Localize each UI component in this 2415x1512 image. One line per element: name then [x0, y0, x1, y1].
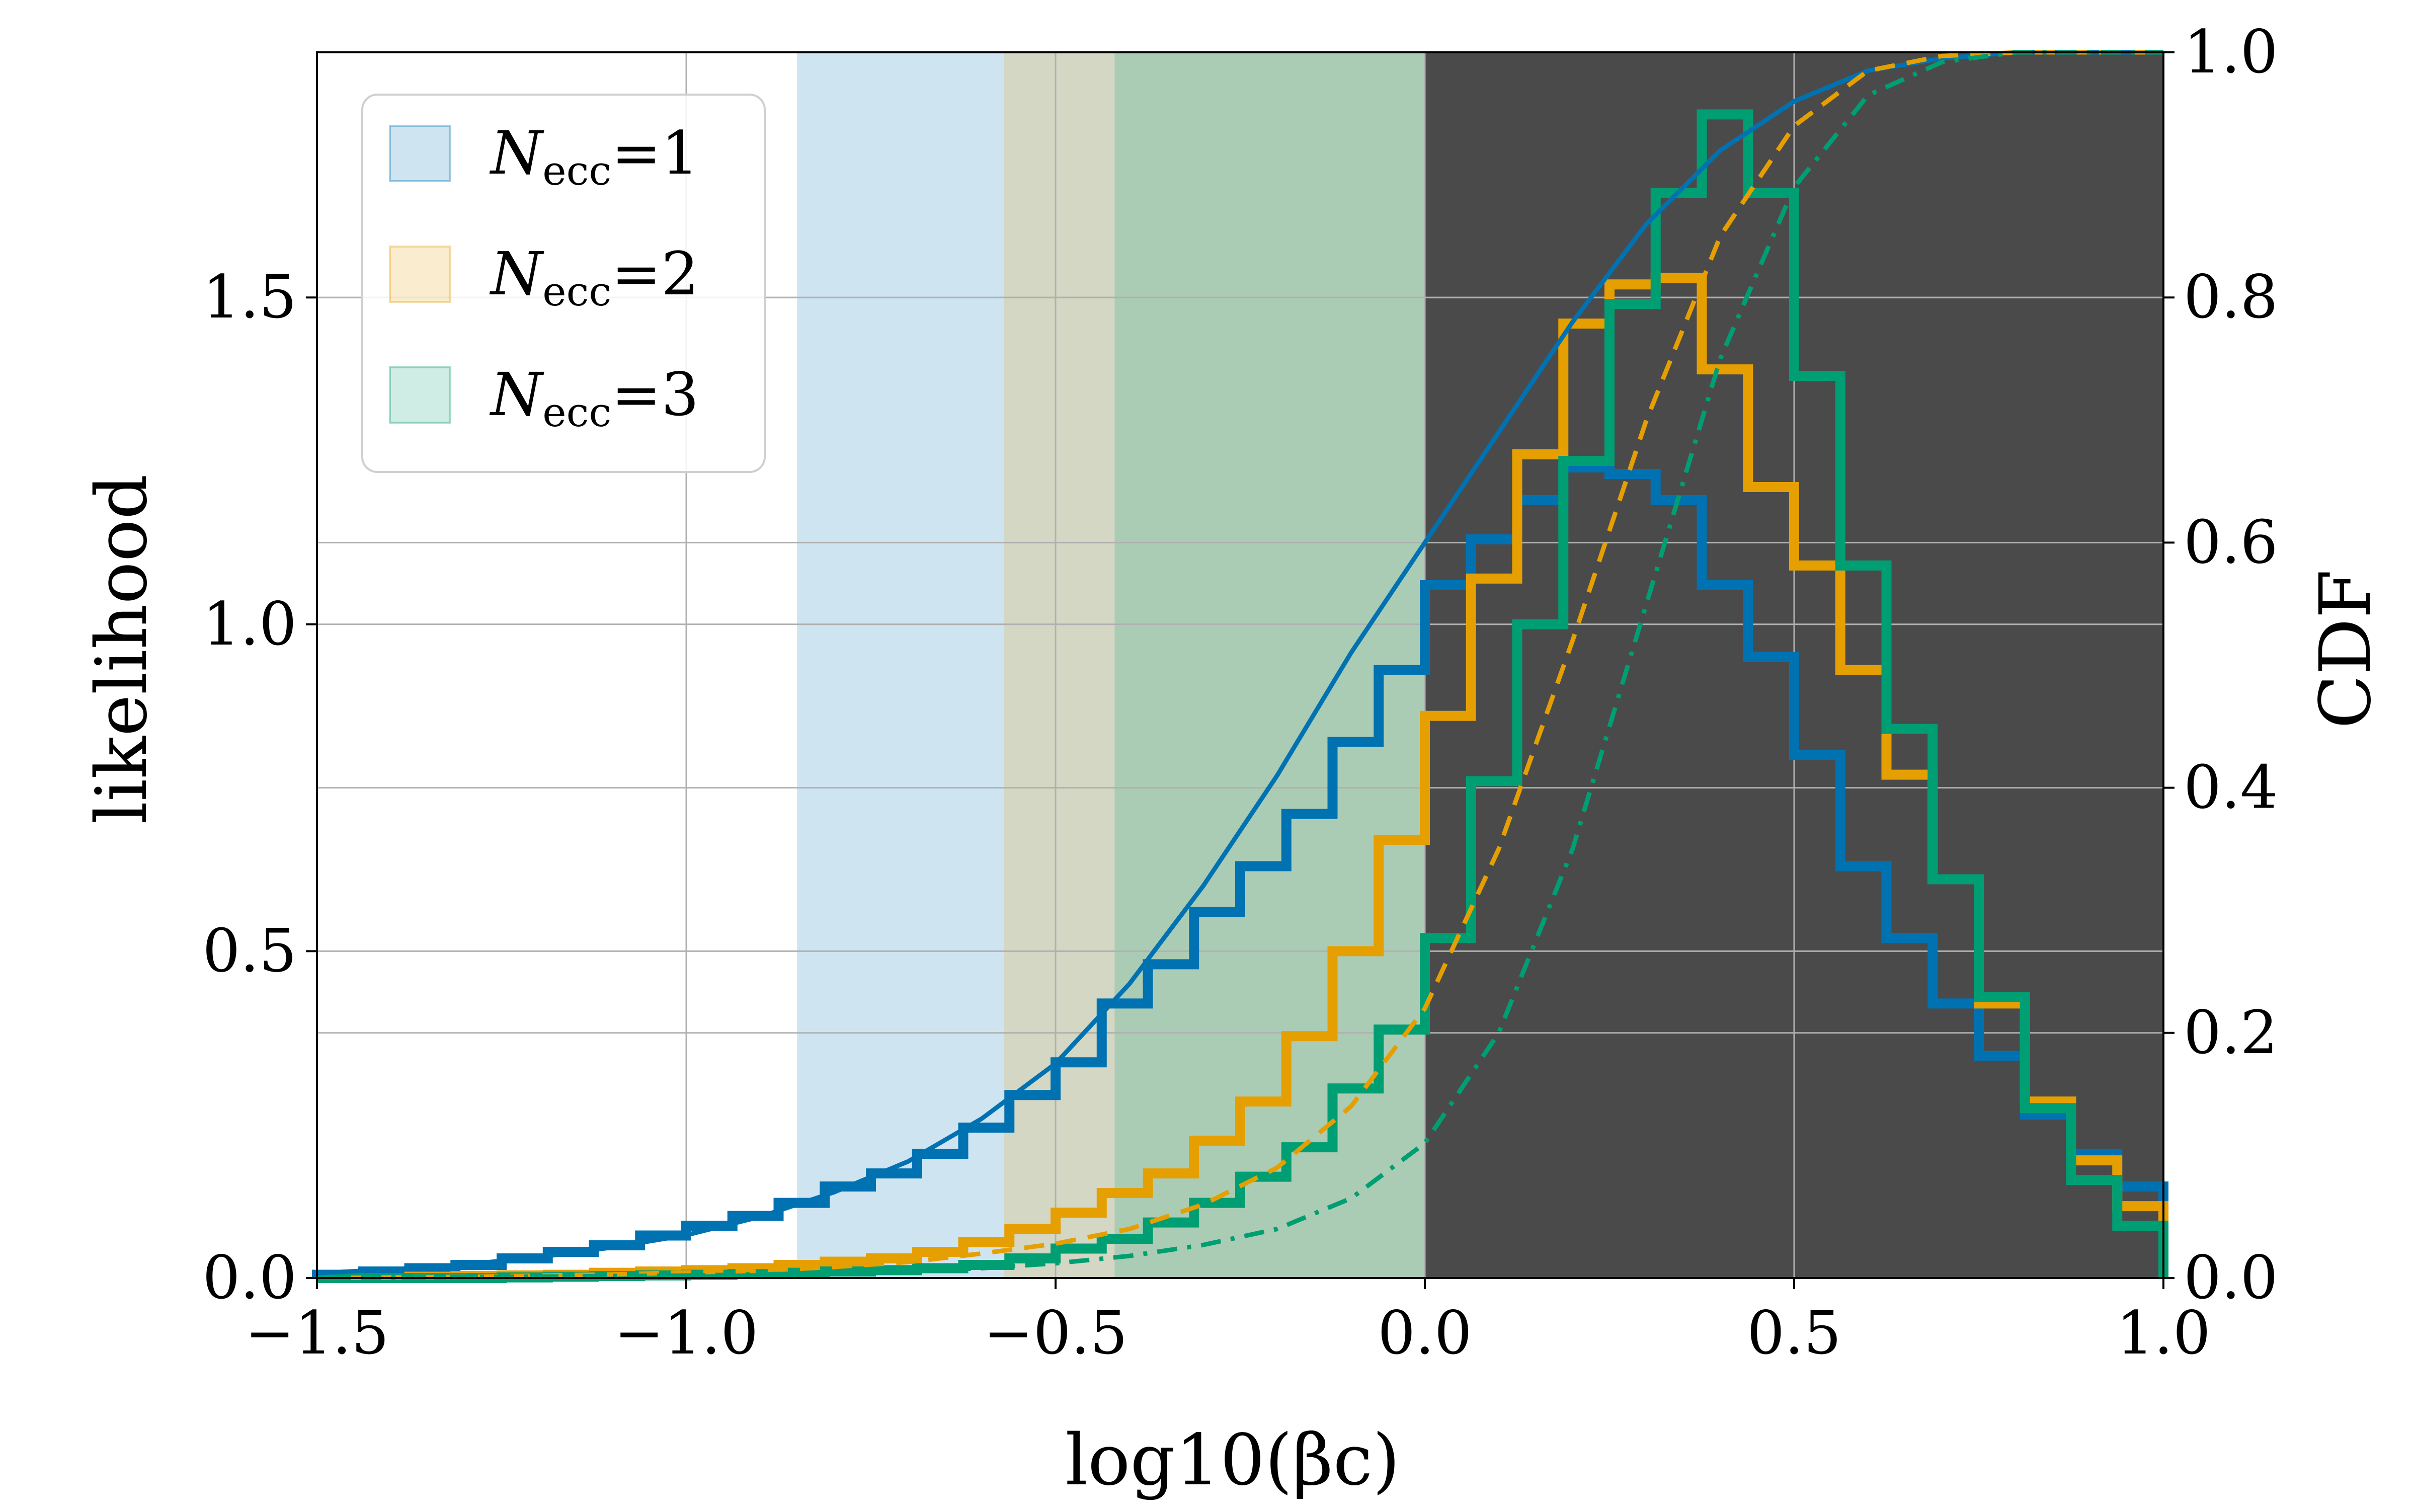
legend-label-1: Necc=1: [489, 118, 699, 194]
cdf-curve-series-1: [316, 50, 2163, 1276]
y-right-tick-label-1: 0.0: [2184, 1243, 2278, 1312]
x-tick-label-2: −1.0: [614, 1298, 759, 1368]
legend-box: [361, 94, 766, 473]
plot-frame: [316, 51, 2164, 1279]
shaded-region-1: [797, 52, 1425, 1278]
legend-label-3: Necc=3: [489, 360, 699, 436]
y-left-tick-label-1: 0.0: [202, 1243, 297, 1312]
axis-ticks: −1.5 −1.0 −0.5 0.0 0.5 1.00.00.51.01.50.00.20…: [202, 17, 2278, 1368]
y-axis-label-left: likelihood: [81, 474, 163, 824]
y-left-tick-label-3: 1.0: [202, 589, 297, 659]
legend-label-2: Necc=2: [489, 239, 699, 315]
x-tick-label-5: 0.5: [1747, 1298, 1841, 1368]
plot-border: [316, 51, 2164, 1279]
legend: Necc=1 Necc=2 Necc=3: [361, 94, 766, 473]
x-axis-label: log10(βc): [1065, 1419, 1400, 1501]
y-right-tick-label-4: 0.6: [2184, 507, 2278, 577]
y-right-tick-label-2: 0.2: [2184, 998, 2278, 1067]
y-left-tick-label-4: 1.5: [202, 262, 297, 332]
y-axis-label-right: CDF: [2305, 570, 2387, 729]
x-tick-label-1: −1.5: [245, 1298, 389, 1368]
y-right-tick-label-6: 1.0: [2184, 17, 2278, 87]
cdf-curves: [316, 50, 2163, 1281]
y-left-tick-label-2: 0.5: [202, 916, 297, 985]
y-right-tick-label-5: 0.8: [2184, 262, 2278, 332]
x-tick-label-3: −0.5: [984, 1298, 1128, 1368]
x-tick-label-4: 0.0: [1378, 1298, 1472, 1368]
legend-swatch-2: [389, 246, 451, 303]
x-tick-label-6: 1.0: [2116, 1298, 2211, 1368]
cdf-curve-series-2: [316, 50, 2163, 1281]
shaded-regions: [797, 52, 2163, 1278]
legend-swatch-3: [389, 366, 451, 424]
cdf-curve-series-3: [316, 50, 2163, 1281]
legend-swatch-1: [389, 125, 451, 182]
shaded-region-2: [1004, 52, 1425, 1278]
y-right-tick-label-3: 0.4: [2184, 753, 2278, 822]
